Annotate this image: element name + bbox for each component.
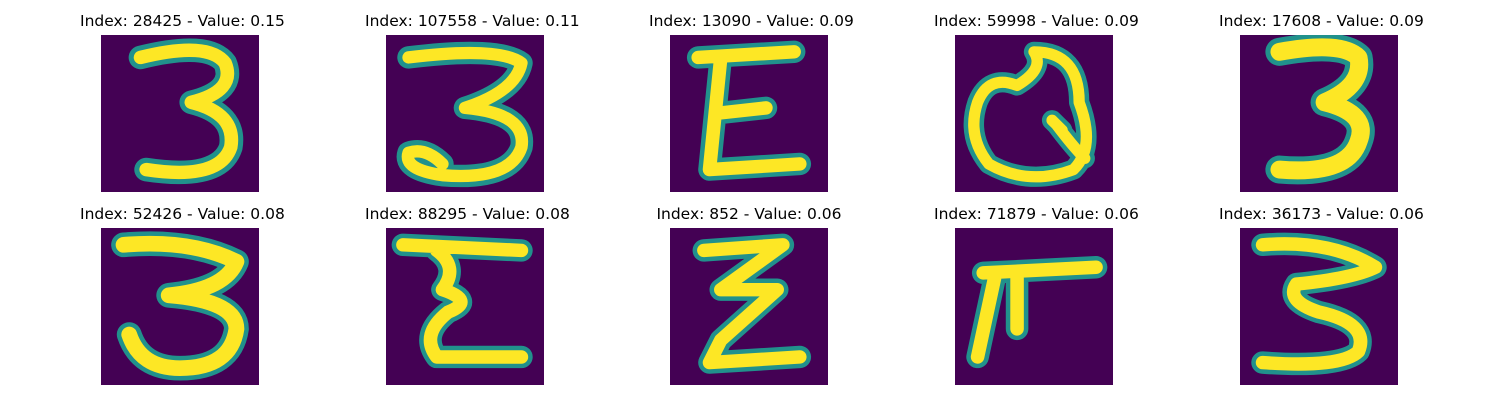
digit-image-3 bbox=[101, 35, 259, 192]
digit-image-E bbox=[386, 228, 544, 385]
panel-title: Index: 71879 - Value: 0.06 bbox=[934, 205, 1139, 223]
digit-image-3 bbox=[1240, 35, 1398, 192]
digit-image-F bbox=[955, 228, 1113, 385]
panel-3: Index: 13090 - Value: 0.09 bbox=[649, 12, 854, 192]
digit-image-Q bbox=[955, 35, 1113, 192]
panel-title: Index: 852 - Value: 0.06 bbox=[656, 205, 842, 223]
panel-5: Index: 17608 - Value: 0.09 bbox=[1219, 12, 1424, 192]
panel-title: Index: 59998 - Value: 0.09 bbox=[934, 12, 1139, 30]
digit-image-E bbox=[670, 35, 828, 192]
panel-title: Index: 17608 - Value: 0.09 bbox=[1219, 12, 1424, 30]
panel-8: Index: 852 - Value: 0.06 bbox=[649, 205, 849, 385]
digit-image-3 bbox=[101, 228, 259, 385]
digit-image-3 bbox=[386, 35, 544, 192]
panel-title: Index: 36173 - Value: 0.06 bbox=[1219, 205, 1424, 223]
digit-image-3 bbox=[1240, 228, 1398, 385]
panel-title: Index: 107558 - Value: 0.11 bbox=[365, 12, 580, 30]
panel-10: Index: 36173 - Value: 0.06 bbox=[1219, 205, 1424, 385]
panel-4: Index: 59998 - Value: 0.09 bbox=[934, 12, 1139, 192]
digit-image-Z bbox=[670, 228, 828, 385]
panel-9: Index: 71879 - Value: 0.06 bbox=[934, 205, 1139, 385]
panel-2: Index: 107558 - Value: 0.11 bbox=[365, 12, 580, 192]
panel-1: Index: 28425 - Value: 0.15 bbox=[80, 12, 285, 192]
panel-7: Index: 88295 - Value: 0.08 bbox=[365, 205, 570, 385]
panel-title: Index: 28425 - Value: 0.15 bbox=[80, 12, 285, 30]
panel-title: Index: 52426 - Value: 0.08 bbox=[80, 205, 285, 223]
panel-title: Index: 13090 - Value: 0.09 bbox=[649, 12, 854, 30]
panel-6: Index: 52426 - Value: 0.08 bbox=[80, 205, 285, 385]
panel-title: Index: 88295 - Value: 0.08 bbox=[365, 205, 570, 223]
